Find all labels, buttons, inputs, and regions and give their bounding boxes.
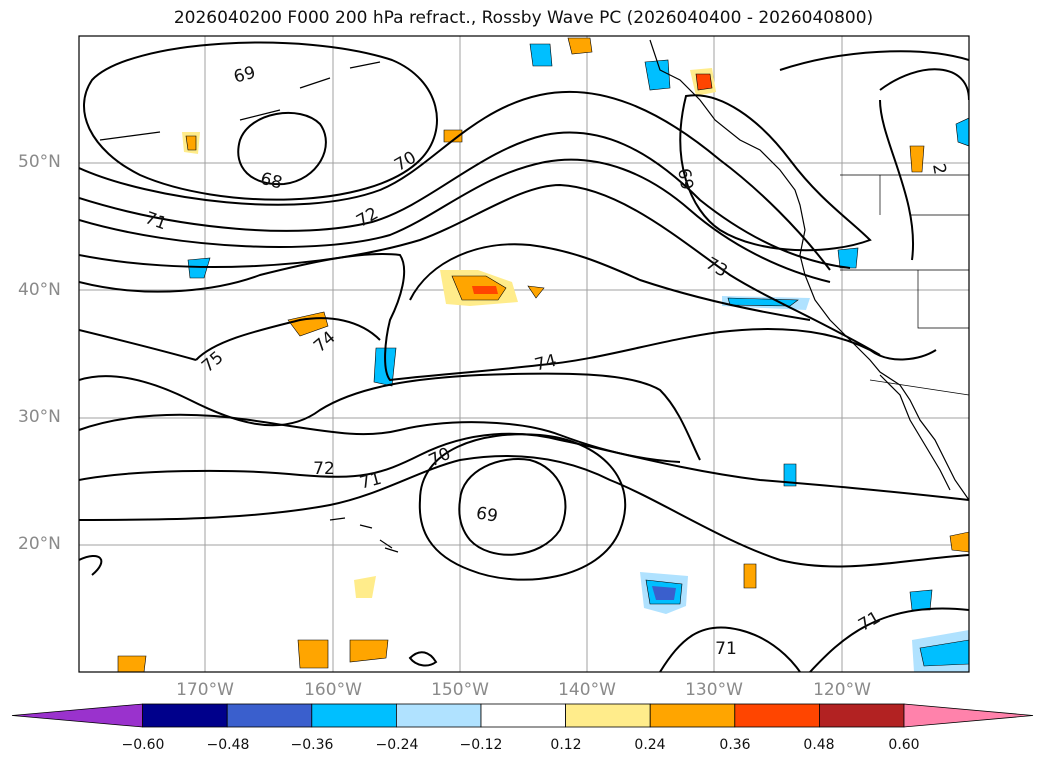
shaded-patches <box>117 37 969 672</box>
patch-negative <box>529 43 553 67</box>
colorbar-tick-label: 0.12 <box>550 737 582 753</box>
patch-positive <box>743 563 757 589</box>
contour-71 <box>79 131 851 269</box>
contour-70-south <box>79 455 969 568</box>
lon-label-170w: 170°W <box>176 680 234 700</box>
colorbar-segment <box>142 703 228 728</box>
colorbar <box>11 703 1034 728</box>
contour-label: 71 <box>715 639 737 659</box>
colorbar-tick-label: 0.36 <box>719 737 751 753</box>
patch-positive <box>527 285 545 299</box>
contour-label: 69 <box>673 167 696 192</box>
contour-75-left <box>79 329 197 361</box>
patch-positive <box>354 576 376 598</box>
contour-68 <box>237 111 327 186</box>
contour-69-east <box>679 94 872 252</box>
hawaii-islands <box>329 517 399 553</box>
lon-label-150w: 150°W <box>431 680 489 700</box>
colorbar-tick-label: −0.24 <box>375 737 419 753</box>
colorbar-tick-label: −0.12 <box>459 737 503 753</box>
lat-label-20n: 20°N <box>18 534 61 554</box>
patch-negative <box>919 639 969 667</box>
patch-positive <box>567 37 593 55</box>
contour-74 <box>79 253 937 382</box>
contour-north-east <box>779 50 969 261</box>
contour-72-south <box>79 413 681 463</box>
patch-negative <box>955 117 969 147</box>
patch-positive <box>443 129 463 143</box>
colorbar-segment <box>649 703 736 728</box>
contour-label: 72 <box>313 459 335 479</box>
colorbar-segment <box>226 703 313 728</box>
contour-69-north <box>83 41 438 201</box>
colorbar-segment <box>565 703 651 728</box>
colorbar-segment <box>395 703 482 728</box>
coastline <box>99 39 969 553</box>
patch-positive <box>949 531 969 553</box>
lon-label-160w: 160°W <box>304 680 362 700</box>
aleutian-islands <box>99 61 381 141</box>
baja-coast <box>879 374 951 491</box>
patch-positive <box>472 286 498 294</box>
contour-74-inner <box>409 243 811 321</box>
refractivity-contours <box>79 41 969 672</box>
contour-73 <box>79 183 881 356</box>
colorbar-tick-label: −0.60 <box>121 737 165 753</box>
patch-negative <box>837 247 859 269</box>
lat-label-40n: 40°N <box>18 280 61 300</box>
contour-small <box>408 651 438 667</box>
contour-72 <box>79 158 831 283</box>
contour-71-bottom <box>79 555 969 672</box>
colorbar-tick-label: −0.48 <box>206 737 250 753</box>
colorbar-segment <box>311 703 397 728</box>
patch-negative <box>187 257 211 279</box>
patch-negative <box>644 59 671 91</box>
colorbar-tick-label: 0.60 <box>888 737 920 753</box>
patch-negative <box>783 463 797 487</box>
lon-label-120w: 120°W <box>813 680 871 700</box>
lon-label-130w: 130°W <box>685 680 743 700</box>
colorbar-segment <box>480 703 566 728</box>
colorbar-tick-label: 0.24 <box>634 737 666 753</box>
lat-label-30n: 30°N <box>18 407 61 427</box>
patch-positive <box>695 73 713 91</box>
patch-positive <box>349 639 389 663</box>
contour-low-1 <box>79 372 701 461</box>
patch-positive <box>297 639 329 669</box>
colorbar-segment <box>819 703 905 728</box>
patch-negative <box>909 589 933 611</box>
colorbar-segment <box>734 703 820 728</box>
colorbar-tick-label: 0.48 <box>803 737 835 753</box>
plot-frame <box>78 35 970 673</box>
contour-label: 69 <box>474 503 499 526</box>
lon-label-140w: 140°W <box>558 680 616 700</box>
contour-70 <box>79 90 831 271</box>
lat-label-50n: 50°N <box>18 152 61 172</box>
map-title: 2026040200 F000 200 hPa refract., Rossby… <box>173 8 874 28</box>
patch-positive <box>117 655 147 672</box>
colorbar-tick-label: −0.36 <box>290 737 334 753</box>
colorbar-extend-high <box>903 703 1034 728</box>
patch-positive <box>909 145 925 173</box>
patch-positive <box>185 135 197 151</box>
contour-75 <box>195 317 381 361</box>
border-lines <box>840 174 969 396</box>
contour-69-south <box>458 458 567 556</box>
contour-70-ring <box>418 433 627 581</box>
colorbar-extend-low <box>11 703 144 728</box>
patch-negative <box>652 586 676 600</box>
contour-label: 2 <box>928 162 950 176</box>
alaska-coast <box>649 39 969 501</box>
